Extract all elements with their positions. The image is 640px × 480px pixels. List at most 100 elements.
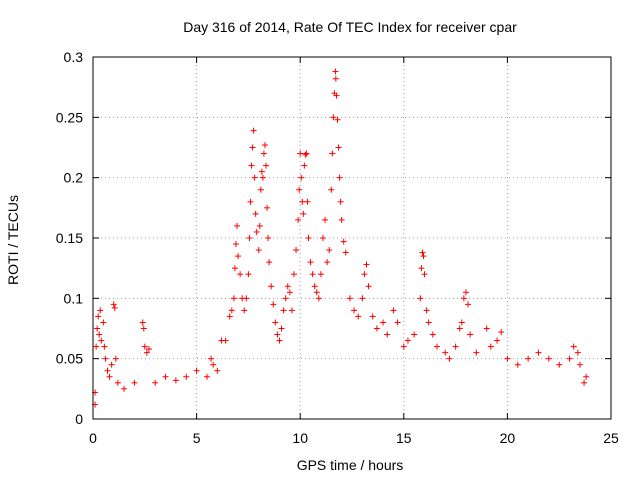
data-point [394, 319, 401, 326]
data-point [193, 367, 200, 374]
data-point [581, 379, 588, 386]
data-point [114, 379, 121, 386]
data-point [329, 150, 336, 157]
data-point [305, 235, 312, 241]
data-point [336, 174, 343, 181]
data-point [260, 150, 267, 157]
data-point [141, 343, 148, 350]
data-point [494, 337, 501, 344]
data-point [456, 325, 463, 332]
data-point [226, 313, 233, 320]
x-axis-label: GPS time / hours [297, 457, 404, 473]
data-point [282, 295, 289, 302]
data-point [337, 198, 344, 205]
data-point [258, 168, 265, 175]
data-point [265, 235, 272, 241]
data-point [342, 249, 349, 256]
data-point [423, 307, 430, 314]
data-point [332, 75, 339, 82]
x-tick-label: 15 [396, 430, 412, 446]
data-point [256, 222, 263, 229]
data-point [94, 325, 101, 332]
data-point [98, 337, 105, 344]
data-point [278, 325, 285, 332]
data-point [230, 295, 237, 302]
data-point [335, 144, 342, 151]
data-point [566, 355, 573, 362]
data-point [576, 361, 583, 368]
data-point [183, 373, 190, 380]
data-point [303, 150, 310, 157]
data-point [96, 331, 103, 338]
data-point [467, 331, 474, 338]
data-point [421, 271, 428, 278]
data-point [203, 373, 210, 380]
x-tick-label: 10 [292, 430, 308, 446]
x-tick-label: 5 [193, 430, 201, 446]
data-point [301, 162, 308, 169]
data-point [145, 346, 152, 353]
y-tick-label: 0.05 [56, 351, 83, 367]
data-point [313, 289, 320, 296]
data-point [293, 247, 300, 254]
data-point [380, 319, 387, 326]
data-point [286, 289, 293, 296]
data-point [458, 319, 465, 326]
data-point [93, 343, 100, 350]
data-point [545, 355, 552, 362]
data-point [304, 198, 311, 205]
data-point [334, 116, 341, 123]
data-point [270, 301, 277, 308]
data-point [429, 331, 436, 338]
data-point [274, 331, 281, 338]
data-point [131, 379, 138, 386]
data-point [369, 313, 376, 320]
data-point [104, 367, 111, 374]
y-tick-label: 0.1 [64, 290, 84, 306]
data-point [261, 142, 268, 149]
data-point [264, 204, 271, 211]
data-point [290, 271, 297, 278]
data-point [418, 265, 425, 272]
data-point [462, 289, 469, 296]
data-point [340, 238, 347, 245]
data-point [95, 313, 102, 320]
data-point [266, 259, 273, 266]
data-point [101, 343, 108, 350]
data-point [100, 319, 107, 326]
data-point [143, 349, 150, 356]
data-point [365, 283, 372, 290]
data-point [299, 198, 306, 205]
data-point [351, 307, 358, 314]
data-point [324, 259, 331, 266]
data-point [315, 295, 322, 302]
data-point [248, 162, 255, 169]
data-point [574, 349, 581, 356]
data-point [473, 349, 480, 356]
data-point [252, 210, 259, 217]
data-point [359, 295, 366, 302]
data-point [259, 174, 266, 181]
y-axis-label: ROTI / TECUs [5, 195, 21, 285]
data-point [302, 151, 309, 158]
x-tick-label: 25 [603, 430, 619, 446]
data-point [234, 222, 241, 229]
data-point [390, 307, 397, 314]
data-point [300, 210, 307, 217]
data-point [288, 307, 295, 314]
data-point [417, 295, 424, 302]
data-point [257, 186, 264, 193]
data-point [280, 307, 287, 314]
data-point [102, 355, 109, 362]
data-point [570, 343, 577, 350]
data-point [298, 174, 305, 181]
y-tick-label: 0 [75, 411, 83, 427]
data-point [246, 235, 253, 241]
data-point [296, 186, 303, 193]
data-point [514, 361, 521, 368]
x-tick-label: 0 [89, 430, 97, 446]
data-point [152, 379, 159, 386]
data-point [446, 355, 453, 362]
data-point [250, 127, 257, 134]
data-point [583, 373, 590, 380]
